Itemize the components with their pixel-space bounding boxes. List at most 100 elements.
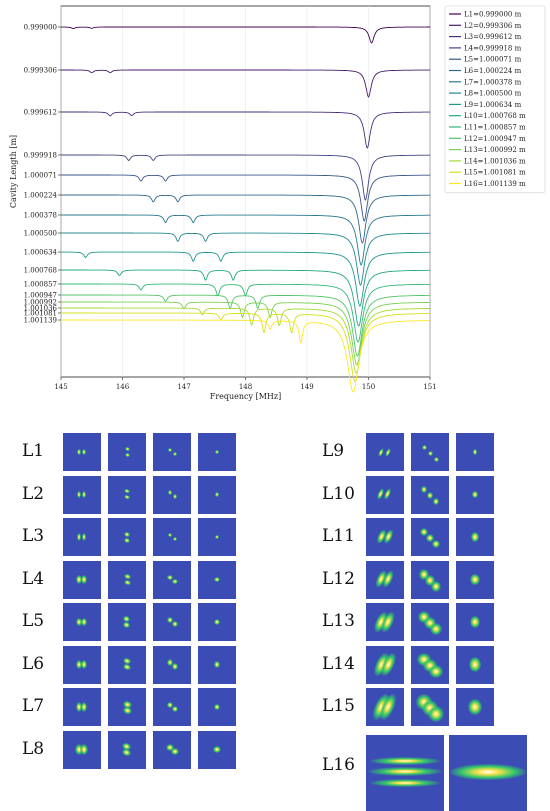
beam-spot xyxy=(213,661,221,668)
beam-spot xyxy=(428,706,444,722)
row-label: L16 xyxy=(322,754,355,775)
beam-spot xyxy=(368,767,442,776)
beam-spot xyxy=(213,703,221,711)
mode-tile xyxy=(198,560,236,599)
legend-entry: L14=1.001036 m xyxy=(464,157,526,165)
legend-entry: L12=1.000947 m xyxy=(464,135,526,143)
beam-spot xyxy=(123,494,131,501)
row-label: L10 xyxy=(322,483,355,504)
beam-spot xyxy=(76,533,82,541)
mode-tile xyxy=(456,645,494,684)
legend-entry: L11=1.000857 m xyxy=(464,124,526,132)
mode-tile xyxy=(456,688,494,726)
mode-tile xyxy=(198,688,236,726)
beam-spot xyxy=(426,492,434,499)
beam-spot xyxy=(215,450,219,454)
beam-spot xyxy=(418,569,430,580)
mode-tile xyxy=(63,730,101,769)
series-line xyxy=(61,26,430,44)
row-label: L15 xyxy=(322,696,355,716)
mode-tile xyxy=(411,433,449,471)
y-tick-label: 1.000634 xyxy=(24,249,58,257)
series-line xyxy=(61,111,430,149)
series-line xyxy=(61,269,430,327)
beam-spot xyxy=(167,490,173,495)
legend-entry: L6=1.000224 m xyxy=(464,67,522,75)
mode-tile xyxy=(63,560,101,599)
y-tick-label: 1.000071 xyxy=(24,172,57,180)
row-label: L1 xyxy=(22,441,45,461)
row-label: L14 xyxy=(322,653,355,674)
mode-tile xyxy=(108,645,146,684)
y-tick-label: 1.000857 xyxy=(24,281,57,289)
mode-tile xyxy=(456,603,494,641)
beam-spot xyxy=(167,617,173,623)
beam-spot xyxy=(424,575,436,586)
mode-tile xyxy=(153,730,191,769)
transmission-chart: 145 146 147 148 149 150 151 0.999000 0.999306 0.9… xyxy=(9,5,546,401)
mode-tile xyxy=(108,475,146,514)
y-tick-label: 1.001081 xyxy=(24,310,57,318)
mode-tile xyxy=(456,560,494,599)
beam-spot xyxy=(76,491,82,498)
mode-tile xyxy=(108,560,146,599)
beam-spot xyxy=(171,747,179,756)
mode-tile xyxy=(456,433,494,471)
beam-spot xyxy=(425,533,435,543)
mode-tile xyxy=(108,688,146,726)
x-tick-label: 151 xyxy=(423,383,436,391)
mode-tile xyxy=(366,688,404,726)
mode-tile xyxy=(63,603,101,641)
mode-tile xyxy=(108,730,146,769)
beam-spot xyxy=(171,663,179,670)
beam-spot xyxy=(172,621,178,627)
x-tick-label: 148 xyxy=(239,383,252,391)
beam-spot xyxy=(471,490,479,499)
beam-spot xyxy=(172,494,178,499)
y-axis-label: Cavity Length [m] xyxy=(9,135,18,208)
mode-tile xyxy=(198,603,236,641)
y-tick-label: 1.001036 xyxy=(24,305,58,313)
row-label: L2 xyxy=(22,483,45,504)
series-line xyxy=(61,294,430,357)
mode-tile xyxy=(411,475,449,514)
mode-tile xyxy=(153,688,191,726)
beam-spot xyxy=(123,530,131,538)
beam-spot xyxy=(171,705,179,713)
x-tick-label: 150 xyxy=(362,383,375,391)
beam-spot xyxy=(431,539,441,549)
beam-spot xyxy=(470,573,480,586)
mode-tile xyxy=(449,734,527,811)
series-line xyxy=(61,307,430,374)
beam-spot xyxy=(214,576,220,583)
beam-spot xyxy=(75,659,83,670)
mode-tile xyxy=(456,518,494,556)
legend-entry: L8=1.000500 m xyxy=(464,90,522,98)
legend-entry: L15=1.001081 m xyxy=(464,169,526,177)
beam-spot xyxy=(82,449,86,455)
row-label: L6 xyxy=(22,653,45,674)
legend-entry: L7=1.000378 m xyxy=(464,78,522,86)
mode-tile xyxy=(366,475,404,514)
beam-spot xyxy=(427,450,433,456)
beam-spot xyxy=(167,532,173,538)
beam-spot xyxy=(432,498,440,505)
beam-spot xyxy=(80,743,88,755)
beam-spot xyxy=(471,532,479,542)
series-line xyxy=(61,214,430,266)
beam-spot xyxy=(421,444,427,450)
mode-tile xyxy=(411,645,449,684)
beam-spot xyxy=(468,657,482,672)
mode-tile xyxy=(153,603,191,641)
row-label: L13 xyxy=(322,611,355,631)
y-tick-label: 0.999918 xyxy=(24,152,57,160)
mode-tile xyxy=(366,734,444,811)
beam-spot xyxy=(76,575,82,584)
beam-spot xyxy=(121,747,133,758)
beam-spot xyxy=(81,575,87,584)
legend-entry: L9=1.000634 m xyxy=(464,101,522,109)
legend-entry: L13=1.000992 m xyxy=(464,146,526,154)
row-label: L5 xyxy=(22,611,45,631)
beam-spot xyxy=(419,527,429,537)
mode-tile xyxy=(366,560,404,599)
